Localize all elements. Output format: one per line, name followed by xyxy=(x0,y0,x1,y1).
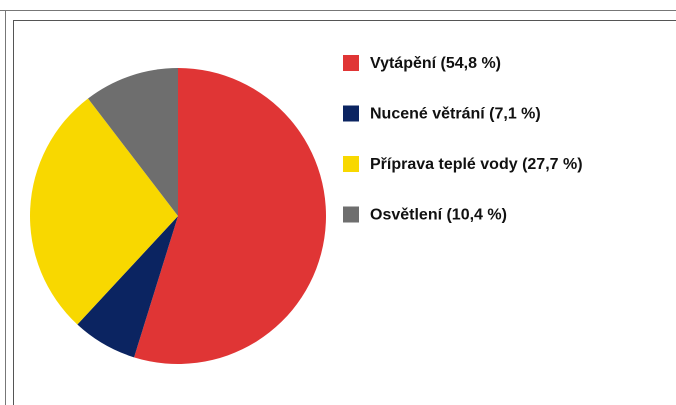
legend-swatch xyxy=(343,206,359,223)
pie-slice xyxy=(29,98,178,325)
legend-swatch xyxy=(343,55,359,71)
legend-label: Osvětlení (10,4 %) xyxy=(370,207,507,224)
legend-label: Vytápění (54,8 %) xyxy=(370,55,501,72)
plot-frame xyxy=(13,20,676,405)
pie-slice xyxy=(77,216,178,358)
legend-swatch xyxy=(343,105,359,122)
pie-slice xyxy=(88,68,178,216)
legend-swatch xyxy=(343,156,359,172)
pie-slice xyxy=(134,68,327,364)
legend-label: Příprava teplé vody (27,7 %) xyxy=(370,156,583,173)
legend-label: Nucené větrání (7,1 %) xyxy=(370,106,541,123)
